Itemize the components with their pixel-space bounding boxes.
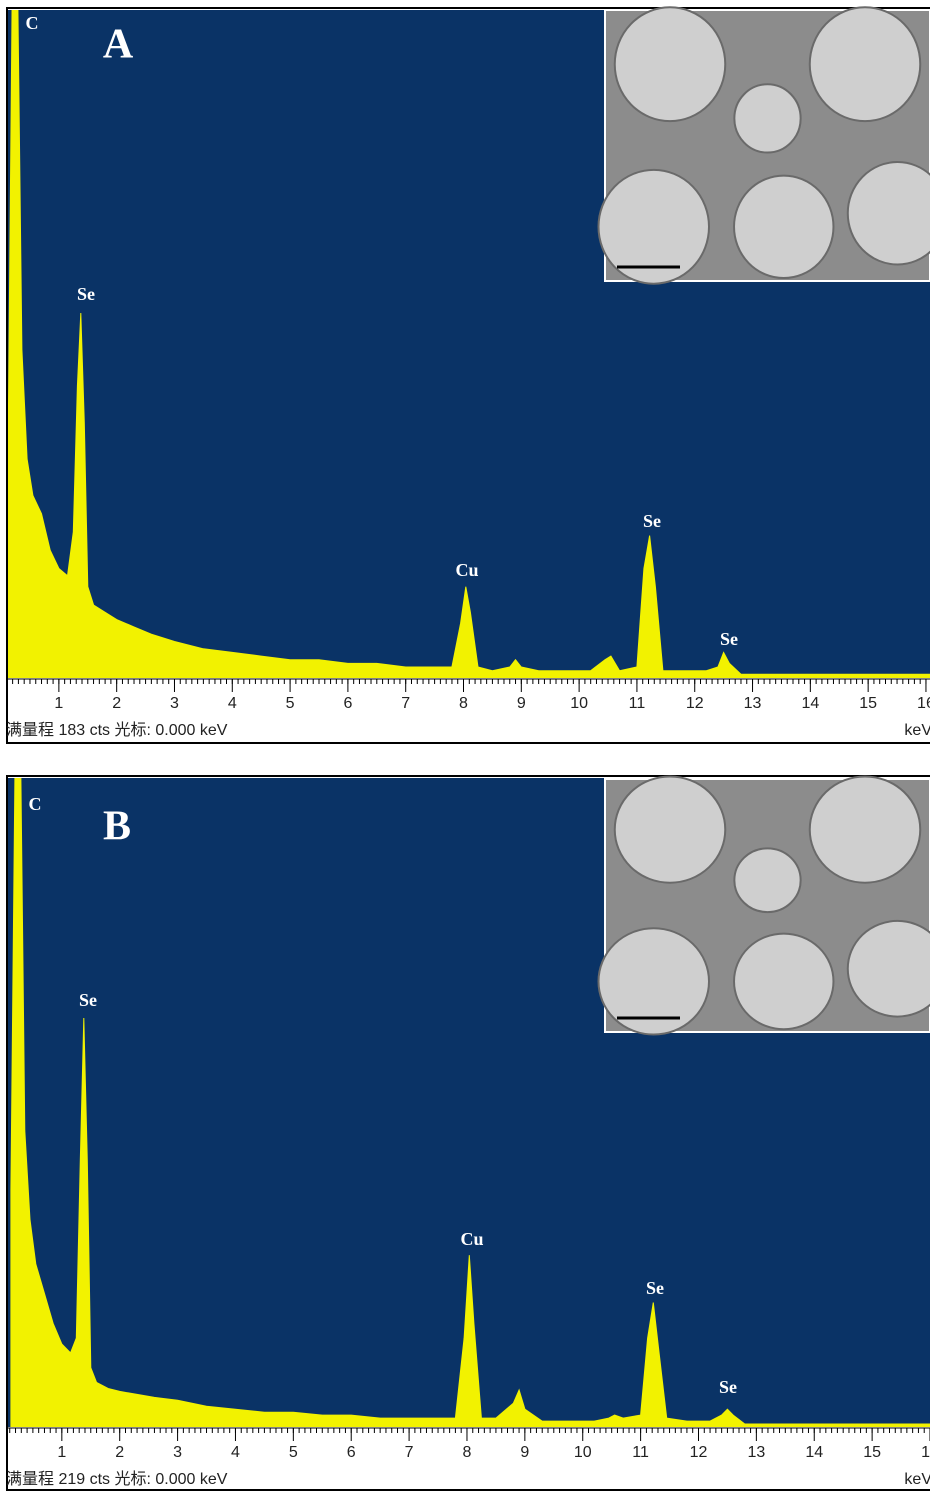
x-tick-label: 11	[629, 695, 646, 712]
x-tick-label: 6	[347, 1444, 356, 1461]
peak-label: Se	[719, 1377, 737, 1397]
inset-cell	[810, 7, 921, 121]
x-tick-label: 10	[574, 1444, 592, 1461]
x-tick-label: 2	[115, 1444, 124, 1461]
panel-label: B	[103, 804, 131, 850]
x-tick-label: 4	[231, 1444, 240, 1461]
x-tick-label: 14	[805, 1444, 823, 1461]
inset-cell	[734, 934, 833, 1030]
peak-label: Cu	[460, 1229, 483, 1249]
x-tick-label: 1	[57, 1444, 66, 1461]
inset-cell	[734, 176, 833, 278]
x-tick-label: 6	[343, 695, 352, 712]
peak-label: Se	[643, 511, 661, 531]
x-tick-label: 13	[744, 695, 762, 712]
peak-label: Se	[646, 1278, 664, 1298]
x-tick-label: 9	[520, 1444, 529, 1461]
x-tick-label: 5	[289, 1444, 298, 1461]
x-tick-label: 8	[463, 1444, 472, 1461]
x-tick-label: 7	[401, 695, 410, 712]
x-tick-label: 4	[228, 695, 237, 712]
x-tick-label: 7	[405, 1444, 414, 1461]
inset-cell	[734, 848, 800, 912]
x-tick-label: 15	[863, 1444, 881, 1461]
x-tick-label: 11	[632, 1444, 649, 1461]
inset-cell	[734, 84, 800, 152]
x-tick-label: 16	[917, 695, 930, 712]
peak-label: C	[29, 794, 42, 814]
x-tick-label: 5	[286, 695, 295, 712]
figure: 12345678910111213141516满量程 183 cts 光标: 0…	[0, 0, 930, 1491]
panel-label: A	[103, 22, 134, 68]
x-tick-label: 8	[459, 695, 468, 712]
panel: 12345678910111213141516满量程 183 cts 光标: 0…	[6, 0, 930, 743]
peak-label: Se	[79, 990, 97, 1010]
x-axis-label: keV	[904, 1471, 930, 1488]
x-tick-label: 10	[570, 695, 588, 712]
x-tick-label: 3	[173, 1444, 182, 1461]
x-tick-label: 1	[54, 695, 63, 712]
x-tick-label: 14	[801, 695, 819, 712]
panel: 12345678910111213141516满量程 219 cts 光标: 0…	[6, 716, 930, 1490]
x-tick-label: 13	[747, 1444, 765, 1461]
inset-cell	[810, 776, 921, 882]
footer-text: 满量程 183 cts 光标: 0.000 keV	[6, 721, 228, 739]
inset-cell	[615, 7, 726, 121]
x-tick-label: 12	[686, 695, 704, 712]
footer-text: 满量程 219 cts 光标: 0.000 keV	[6, 1470, 228, 1488]
x-tick-label: 9	[517, 695, 526, 712]
inset-micrograph	[599, 7, 930, 283]
x-tick-label: 3	[170, 695, 179, 712]
peak-label: Cu	[455, 560, 478, 580]
x-tick-label: 2	[112, 695, 121, 712]
inset-cell	[615, 776, 726, 882]
peak-label: C	[26, 13, 39, 33]
x-tick-label: 16	[921, 1444, 930, 1461]
x-axis-label: keV	[904, 722, 930, 739]
peak-label: Se	[720, 629, 738, 649]
x-tick-label: 15	[859, 695, 877, 712]
peak-label: Se	[77, 284, 95, 304]
x-tick-label: 12	[690, 1444, 708, 1461]
inset-micrograph	[599, 776, 930, 1034]
